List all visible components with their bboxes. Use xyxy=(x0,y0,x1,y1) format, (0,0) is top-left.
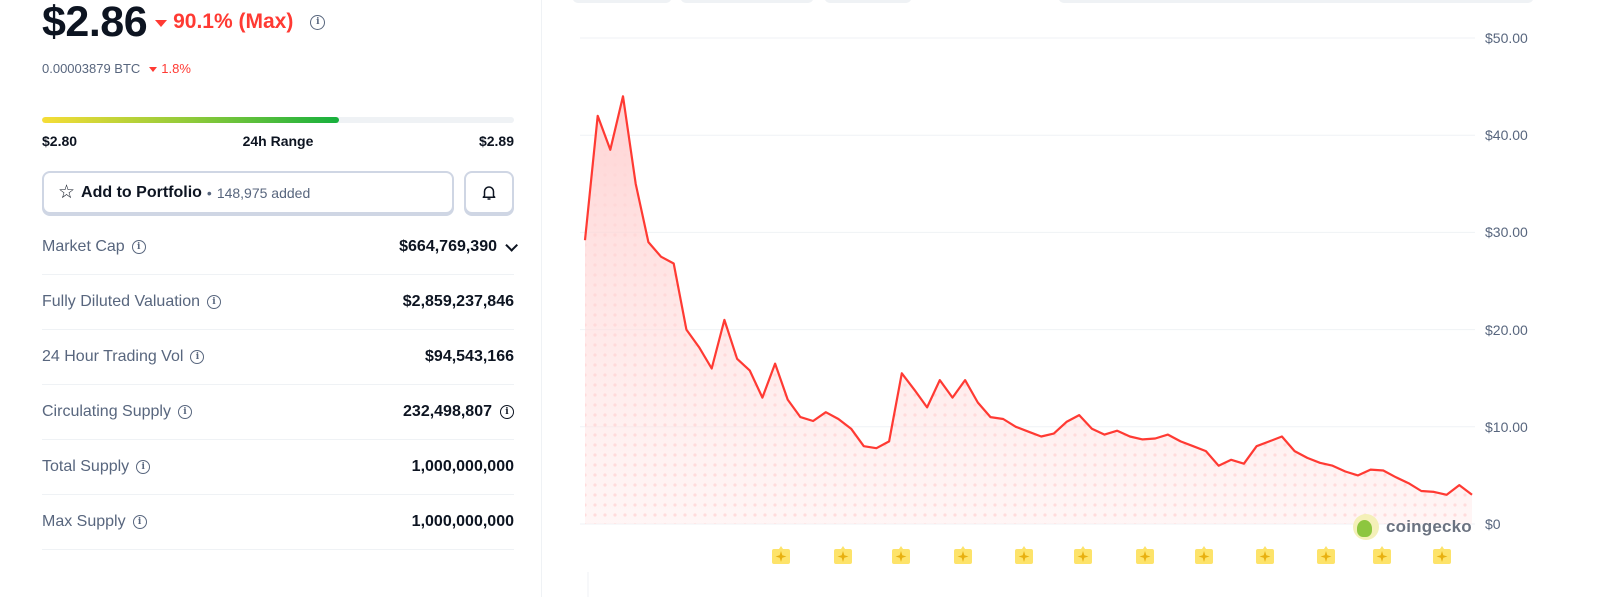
y-axis-label: $50.00 xyxy=(1485,30,1528,46)
stat-value: $94,543,166 xyxy=(425,348,514,365)
stat-label: 24 Hour Trading Vol xyxy=(42,348,184,365)
stat-value: 1,000,000,000 xyxy=(411,513,514,530)
stat-label: Max Supply xyxy=(42,513,126,530)
market-cap-value[interactable]: $664,769,390 xyxy=(399,238,518,256)
price-change-pct: 90.1% (Max) xyxy=(173,10,294,33)
event-marker-icon[interactable] xyxy=(1134,544,1156,566)
event-marker-icon[interactable] xyxy=(1371,544,1393,566)
stat-row-volume: 24 Hour Trading Vol i $94,543,166 xyxy=(42,330,514,385)
range-labels: $2.80 24h Range $2.89 xyxy=(42,133,514,149)
current-price: $2.86 xyxy=(42,0,148,46)
price-chart[interactable]: $50.00 $40.00 $30.00 $20.00 $10.00 $0 coingec… xyxy=(560,0,1600,597)
price-area-pattern xyxy=(585,96,1472,525)
range-fill xyxy=(42,117,340,123)
btc-price: 0.00003879 BTC xyxy=(42,61,141,76)
stats-table: Market Cap i $664,769,390 Fully Diluted V… xyxy=(42,220,518,550)
price-row: $2.86 90.1% (Max) i xyxy=(42,0,326,46)
stat-row-max-supply: Max Supply i 1,000,000,000 xyxy=(42,495,514,550)
chart-tab[interactable] xyxy=(572,0,672,3)
coingecko-logo-icon xyxy=(1353,514,1379,540)
stat-label: Market Cap xyxy=(42,238,125,255)
panel-divider xyxy=(541,0,542,597)
info-icon[interactable]: i xyxy=(500,405,514,419)
price-change: 90.1% (Max) xyxy=(155,10,293,34)
stat-label: Total Supply xyxy=(42,458,130,475)
range-low: $2.80 xyxy=(42,133,78,149)
info-icon[interactable]: i xyxy=(132,515,147,529)
stat-row-market-cap: Market Cap i $664,769,390 xyxy=(42,220,518,275)
event-marker-icon[interactable] xyxy=(1193,544,1215,566)
event-marker-icon[interactable] xyxy=(832,544,854,566)
info-icon[interactable]: i xyxy=(190,350,205,364)
price-line xyxy=(583,95,1473,496)
stat-label: Circulating Supply xyxy=(42,403,171,420)
bell-icon xyxy=(482,186,496,200)
price-line-chart[interactable] xyxy=(560,0,1600,597)
chart-tab[interactable] xyxy=(824,0,912,3)
y-axis-label: $30.00 xyxy=(1485,224,1528,241)
event-marker-icon[interactable] xyxy=(1013,544,1035,566)
caret-down-icon xyxy=(155,19,168,27)
chart-range-tabs[interactable] xyxy=(1058,0,1534,3)
stat-value: $2,859,237,846 xyxy=(402,293,514,310)
range-high: $2.89 xyxy=(478,133,514,149)
event-marker-icon[interactable] xyxy=(1254,544,1276,566)
chart-tab[interactable] xyxy=(680,0,814,3)
watermark-text: coingecko xyxy=(1386,517,1472,536)
range-label: 24h Range xyxy=(242,133,314,149)
info-icon[interactable]: i xyxy=(131,240,146,254)
add-to-portfolio-button[interactable]: ☆ Add to Portfolio • 148,975 added xyxy=(42,171,454,214)
stat-value: 232,498,807 xyxy=(403,403,492,420)
stat-value: 1,000,000,000 xyxy=(411,458,514,475)
event-marker-icon[interactable] xyxy=(952,544,974,566)
y-axis-label: $40.00 xyxy=(1485,127,1528,144)
y-axis-label: $20.00 xyxy=(1485,321,1528,338)
info-icon[interactable]: i xyxy=(177,405,192,419)
chevron-down-icon[interactable] xyxy=(505,238,518,252)
add-to-portfolio-label: Add to Portfolio xyxy=(81,183,202,201)
coin-summary-panel: $2.86 90.1% (Max) i 0.00003879 BTC 1.8% … xyxy=(0,0,541,597)
star-icon: ☆ xyxy=(58,182,76,203)
stat-row-total-supply: Total Supply i 1,000,000,000 xyxy=(42,440,514,495)
info-icon[interactable]: i xyxy=(136,460,151,474)
event-marker-icon[interactable] xyxy=(1431,544,1453,566)
y-axis-label: $10.00 xyxy=(1485,418,1528,435)
range-bar xyxy=(42,117,514,123)
info-icon[interactable]: i xyxy=(207,295,222,309)
caret-down-icon xyxy=(149,67,158,72)
event-marker-icon[interactable] xyxy=(890,544,912,566)
event-marker-icon[interactable] xyxy=(1072,544,1094,566)
stat-label: Fully Diluted Valuation xyxy=(42,293,201,310)
stat-row-circulating-supply: Circulating Supply i 232,498,807 i xyxy=(42,385,514,440)
y-axis-label: $0 xyxy=(1485,516,1501,532)
btc-change-pct: 1.8% xyxy=(161,61,191,76)
event-marker-icon[interactable] xyxy=(770,544,792,566)
info-icon[interactable]: i xyxy=(310,14,326,30)
portfolio-added-count: 148,975 added xyxy=(216,184,311,201)
price-alert-button[interactable] xyxy=(464,171,514,214)
coingecko-watermark: coingecko xyxy=(1353,514,1472,540)
stat-value: $664,769,390 xyxy=(399,238,497,255)
stat-row-fdv: Fully Diluted Valuation i $2,859,237,846 xyxy=(42,275,514,330)
btc-price-row: 0.00003879 BTC 1.8% xyxy=(42,61,191,76)
separator: • xyxy=(206,184,212,201)
btc-change: 1.8% xyxy=(149,61,191,76)
event-marker-icon[interactable] xyxy=(1315,544,1337,566)
